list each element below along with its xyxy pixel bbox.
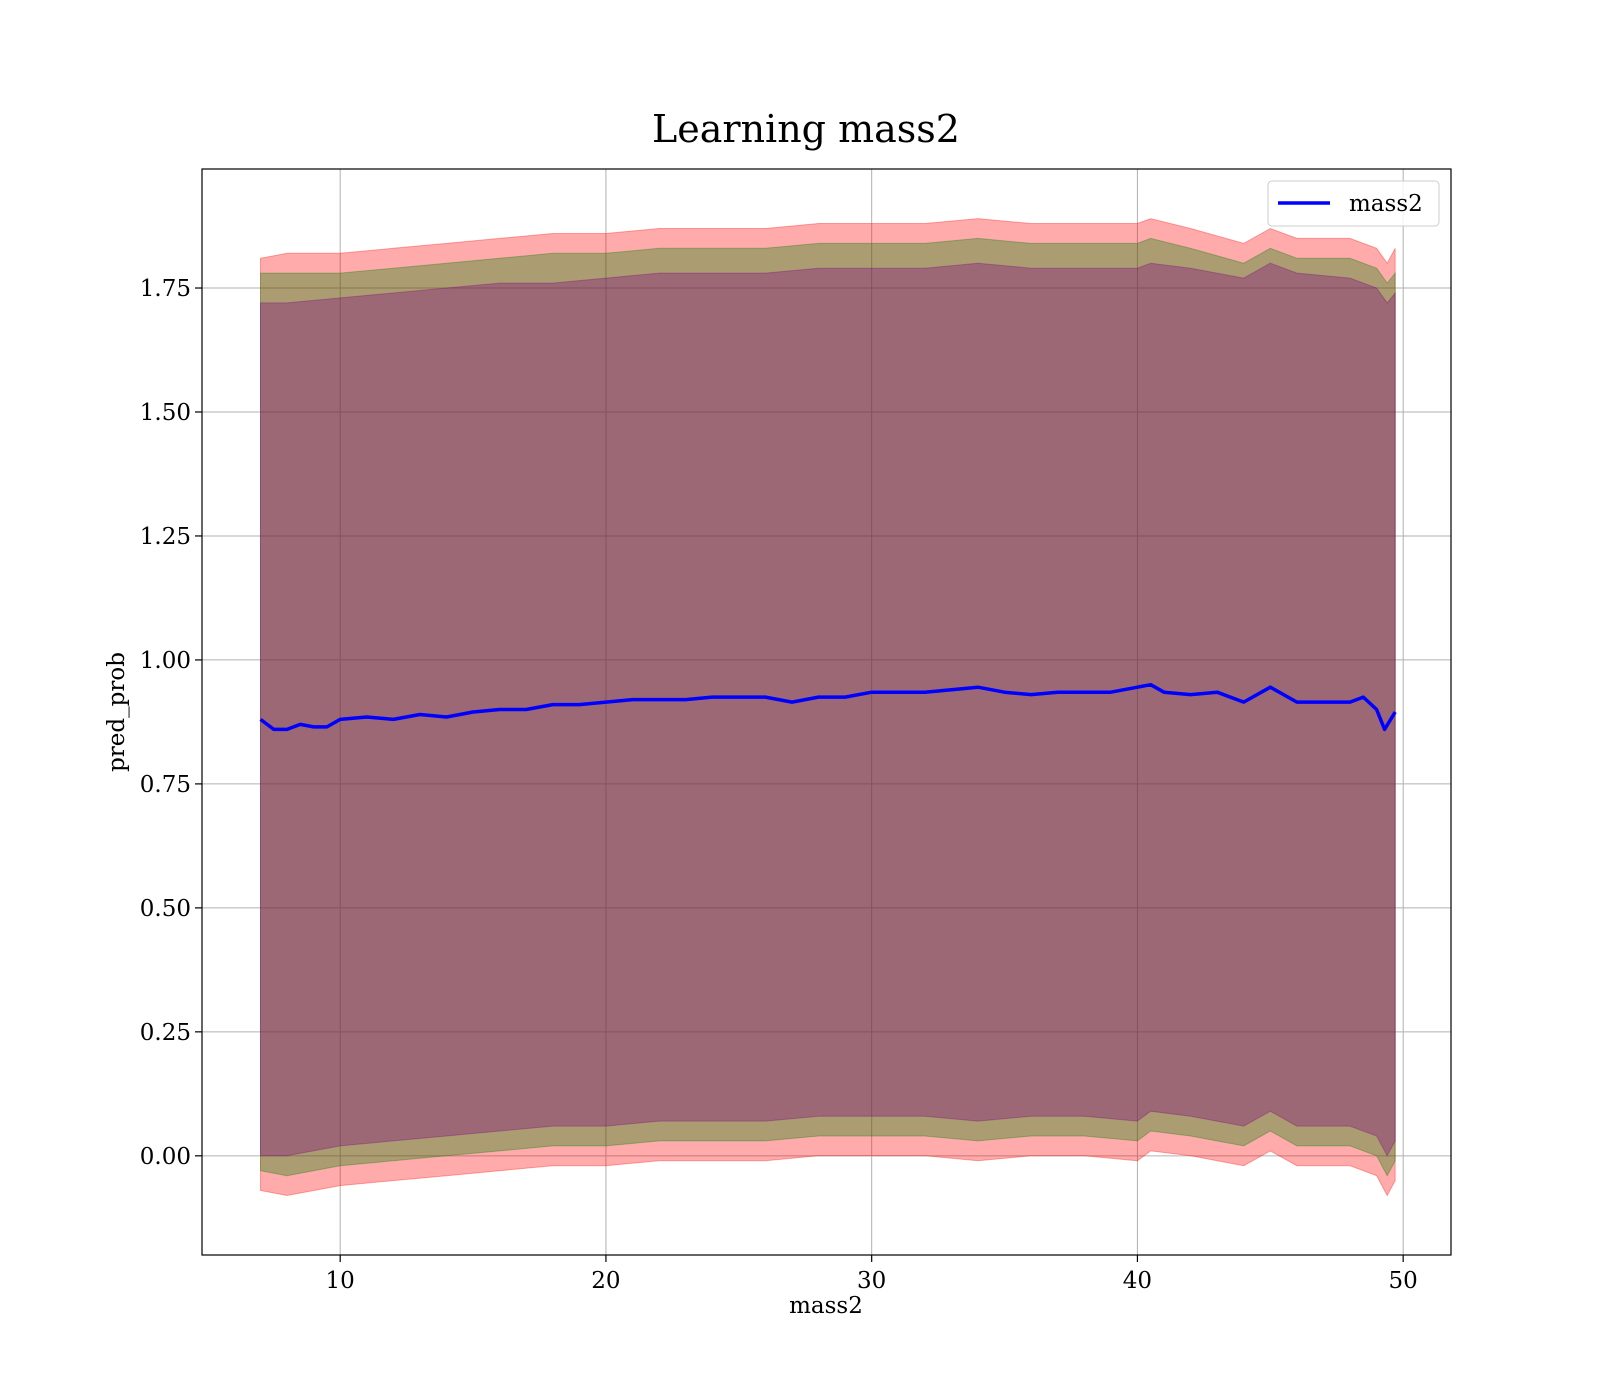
y-tick-label-4: 1.00 — [140, 648, 191, 674]
y-tick-label-7: 1.75 — [140, 276, 191, 302]
plot-frame — [201, 168, 1452, 1256]
legend-box — [1267, 180, 1440, 227]
band-0 — [260, 218, 1396, 1197]
x-tick-label-0: 10 — [326, 1268, 355, 1294]
legend: mass2 — [1267, 180, 1440, 227]
y-tick-label-5: 1.25 — [140, 524, 191, 550]
x-axis-label: mass2 — [789, 1293, 863, 1319]
x-tick-label-2: 30 — [857, 1268, 886, 1294]
y-axis-ticks: 0.00 0.25 0.50 0.75 1.00 1.25 1.50 1.75 — [140, 276, 202, 1170]
x-tick-label-1: 20 — [591, 1268, 620, 1294]
x-tick-label-3: 40 — [1123, 1268, 1152, 1294]
x-axis-ticks: 10 20 30 40 50 — [326, 1255, 1418, 1294]
y-tick-label-1: 0.25 — [140, 1020, 191, 1046]
y-tick-label-6: 1.50 — [140, 400, 191, 426]
y-axis-label: pred_prob — [104, 652, 130, 772]
series-line-0 — [259, 682, 1397, 732]
band-2 — [260, 262, 1396, 1157]
y-tick-label-3: 0.75 — [140, 772, 191, 798]
band-1 — [260, 237, 1396, 1177]
x-tick-label-4: 50 — [1389, 1268, 1418, 1294]
grid-lines — [202, 169, 1451, 1255]
y-tick-label-0: 0.00 — [140, 1144, 191, 1170]
series-lines — [259, 682, 1397, 732]
chart-title: Learning mass2 — [652, 107, 960, 151]
y-tick-label-2: 0.50 — [140, 896, 191, 922]
confidence-bands — [260, 218, 1396, 1197]
legend-label-mass2: mass2 — [1349, 191, 1423, 217]
